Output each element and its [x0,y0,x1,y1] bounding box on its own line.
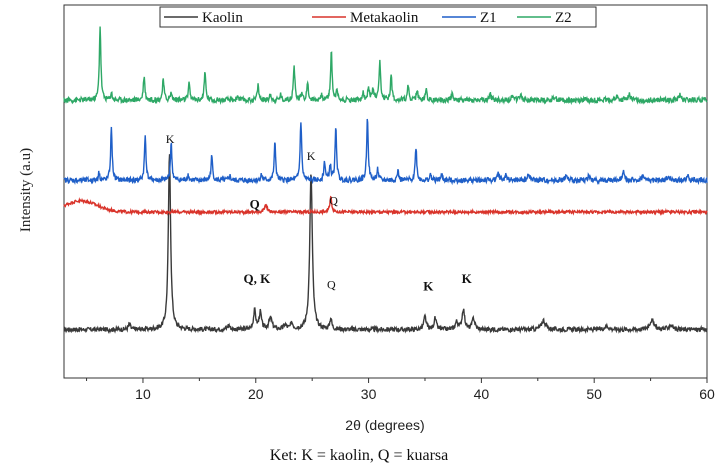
x-tick-label: 40 [474,386,490,402]
legend-label-z1: Z1 [480,10,497,26]
series-line-metakaolin [63,195,708,217]
peak-annotation: K [462,271,473,286]
peak-annotation: Q, K [244,271,272,286]
peak-annotation: K [166,132,175,146]
series-line-z1 [63,118,708,186]
x-tick-label: 50 [586,386,602,402]
legend-label-z2: Z2 [555,10,572,26]
annotation-layer: K Q, K K Q K K Q Q [166,132,473,293]
peak-annotation: Q [327,277,336,291]
x-axis: 10 20 30 40 50 60 [86,378,715,402]
peak-annotation: Q [329,194,338,208]
x-tick-label: 60 [699,386,715,402]
legend: Kaolin Metakaolin Z1 Z2 [159,6,597,28]
x-tick-label: 20 [248,386,264,402]
series-layer [63,26,708,335]
xrd-chart: K Q, K K Q K K Q Q 10 20 30 40 50 60 2θ (degrees) In… [18,4,715,433]
peak-annotation: Q [250,196,260,211]
peak-annotation: K [423,278,434,293]
y-axis-label: Intensity (a.u) [18,148,34,232]
series-line-z2 [63,26,708,106]
legend-frame [159,6,597,28]
plot-frame [63,4,708,379]
legend-label-kaolin: Kaolin [202,10,243,26]
x-tick-label: 30 [361,386,377,402]
series-line-kaolin [63,154,708,335]
x-tick-label: 10 [135,386,151,402]
x-axis-label: 2θ (degrees) [345,417,424,433]
peak-annotation: K [307,149,316,163]
figure-caption: Ket: K = kaolin, Q = kuarsa [269,447,449,464]
legend-label-metakaolin: Metakaolin [350,10,419,26]
